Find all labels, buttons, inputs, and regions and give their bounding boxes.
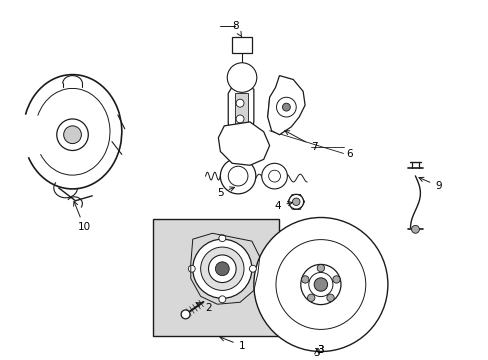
Text: 3: 3: [317, 345, 324, 355]
Circle shape: [236, 99, 244, 107]
Circle shape: [326, 294, 333, 301]
Circle shape: [227, 63, 256, 93]
Text: 7: 7: [285, 131, 317, 152]
Circle shape: [261, 163, 287, 189]
Text: 1: 1: [220, 337, 245, 351]
Circle shape: [300, 264, 340, 305]
Polygon shape: [228, 84, 253, 139]
Text: 6: 6: [346, 149, 352, 159]
Circle shape: [236, 115, 244, 123]
Bar: [153, 220, 279, 336]
Circle shape: [63, 126, 81, 144]
Circle shape: [219, 235, 225, 242]
Circle shape: [220, 158, 255, 194]
Circle shape: [200, 247, 244, 291]
Text: 3: 3: [313, 348, 320, 357]
Circle shape: [332, 276, 340, 283]
Text: 4: 4: [274, 201, 292, 211]
Circle shape: [268, 170, 280, 182]
Circle shape: [208, 255, 236, 283]
Bar: [232, 37, 251, 53]
Circle shape: [313, 278, 327, 291]
Circle shape: [219, 296, 225, 303]
Circle shape: [317, 264, 324, 272]
Circle shape: [301, 276, 308, 283]
Circle shape: [249, 265, 256, 272]
Text: 10: 10: [73, 201, 91, 232]
Text: 5: 5: [217, 187, 234, 198]
Circle shape: [307, 294, 314, 301]
Circle shape: [253, 217, 387, 351]
Text: 8: 8: [231, 21, 241, 37]
Polygon shape: [218, 122, 269, 165]
Circle shape: [282, 103, 290, 111]
Circle shape: [292, 198, 299, 206]
Text: 2: 2: [196, 302, 211, 313]
Circle shape: [288, 194, 303, 209]
Circle shape: [188, 265, 195, 272]
Circle shape: [215, 262, 229, 276]
Text: 3: 3: [317, 345, 324, 355]
Polygon shape: [267, 76, 305, 135]
Text: 9: 9: [418, 177, 441, 191]
Circle shape: [192, 239, 251, 298]
Circle shape: [57, 119, 88, 150]
Circle shape: [228, 166, 247, 186]
Circle shape: [181, 310, 190, 319]
Polygon shape: [235, 93, 247, 131]
Circle shape: [411, 225, 419, 233]
